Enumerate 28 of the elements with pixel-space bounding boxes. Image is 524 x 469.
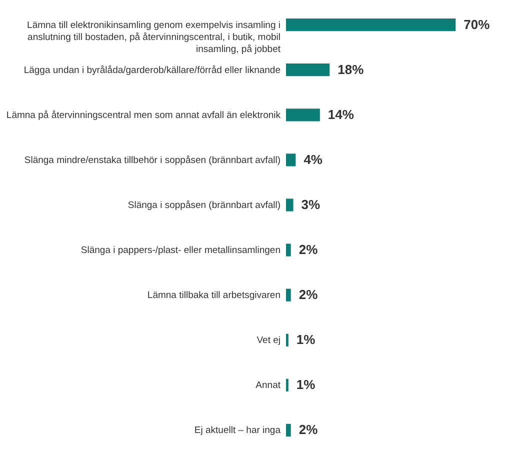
y-tick-label: Lämna till elektronikinsamling genom exempelvis insamling i anslutning till bostaden, på återvinningscentral, i butik, mobil insamling, på jobbet — [27, 20, 281, 55]
y-tick-label: Slänga i pappers-/plast- eller metallinsamlingen — [80, 245, 280, 256]
data-label: 18% — [338, 62, 364, 77]
data-label: 2% — [298, 287, 318, 302]
data-label: 70% — [464, 16, 490, 32]
bar — [286, 18, 456, 32]
y-tick-label: Annat — [256, 380, 281, 392]
data-label: 1% — [296, 332, 316, 348]
data-label: 1% — [296, 377, 316, 392]
y-tick-label: Lämna tillbaka till arbetsgivaren — [147, 290, 280, 302]
y-tick-label: Slänga mindre/enstaka tillbehör i soppåsen (brännbart avfall) — [24, 154, 280, 166]
bar — [286, 424, 291, 436]
data-label: 2% — [298, 242, 318, 258]
y-tick-label: Vet ej — [256, 335, 280, 346]
bar — [286, 244, 291, 256]
data-label: 3% — [301, 196, 320, 212]
y-tick-label: Lämna på återvinningscentral men som annat avfall än elektronik — [6, 110, 281, 121]
bar — [286, 154, 296, 166]
y-tick-label: Ej aktuellt – har inga — [194, 425, 282, 436]
data-label: 2% — [298, 422, 318, 438]
bar — [286, 288, 291, 302]
y-tick-label: Slänga i soppåsen (brännbart avfall) — [128, 200, 280, 211]
bar — [286, 64, 330, 76]
bar — [286, 198, 294, 212]
y-tick-label: Lägga undan i byrålåda/garderob/källare/förråd eller liknande — [24, 64, 280, 76]
bar — [286, 108, 320, 122]
data-label: 14% — [328, 106, 354, 122]
data-label: 4% — [304, 152, 323, 167]
